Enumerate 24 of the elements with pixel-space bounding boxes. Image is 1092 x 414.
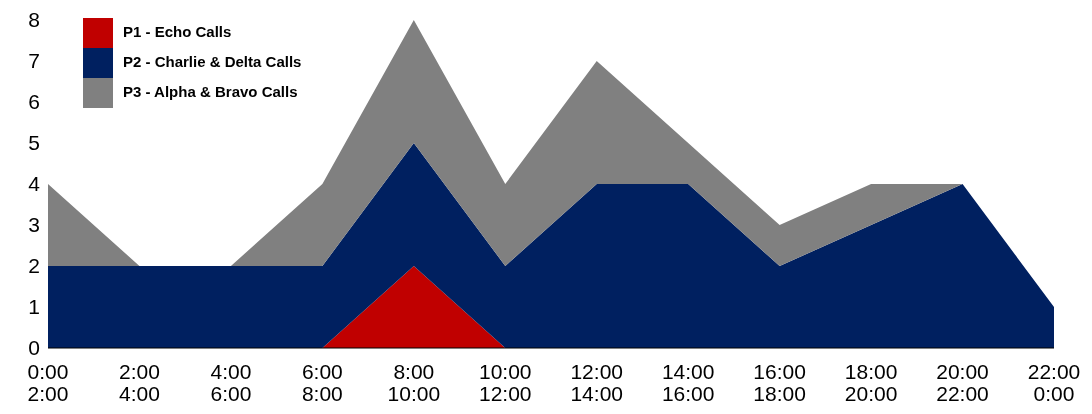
legend-label: P2 - Charlie & Delta Calls xyxy=(123,53,302,71)
x-tick-label: 18:00 20:00 xyxy=(844,359,898,405)
y-tick-label: 6 xyxy=(28,90,40,114)
x-tick-label: 10:00 12:00 xyxy=(478,359,532,405)
y-tick-label: 2 xyxy=(28,254,40,278)
x-tick-label: 12:00 14:00 xyxy=(570,359,624,405)
x-tick-label: 22:00 0:00 xyxy=(1027,359,1081,405)
x-tick-label: 14:00 16:00 xyxy=(661,359,715,405)
legend-label: P3 - Alpha & Bravo Calls xyxy=(123,83,298,101)
y-tick-label: 4 xyxy=(28,172,41,196)
y-tick-label: 8 xyxy=(28,8,40,32)
x-tick-label: 8:00 10:00 xyxy=(387,359,441,405)
x-tick-label: 4:00 6:00 xyxy=(210,359,252,405)
x-tick-label: 6:00 8:00 xyxy=(301,359,343,405)
x-tick-label: 2:00 4:00 xyxy=(119,359,160,405)
x-tick-label: 20:00 22:00 xyxy=(936,359,989,405)
y-tick-label: 0 xyxy=(28,336,40,360)
y-tick-label: 3 xyxy=(28,213,40,237)
y-tick-label: 1 xyxy=(28,295,40,319)
y-tick-label: 5 xyxy=(28,131,40,155)
legend-label: P1 - Echo Calls xyxy=(123,23,232,41)
y-tick-label: 7 xyxy=(28,49,40,73)
x-tick-label: 16:00 18:00 xyxy=(753,359,806,405)
x-tick-label: 0:00 2:00 xyxy=(27,359,69,405)
